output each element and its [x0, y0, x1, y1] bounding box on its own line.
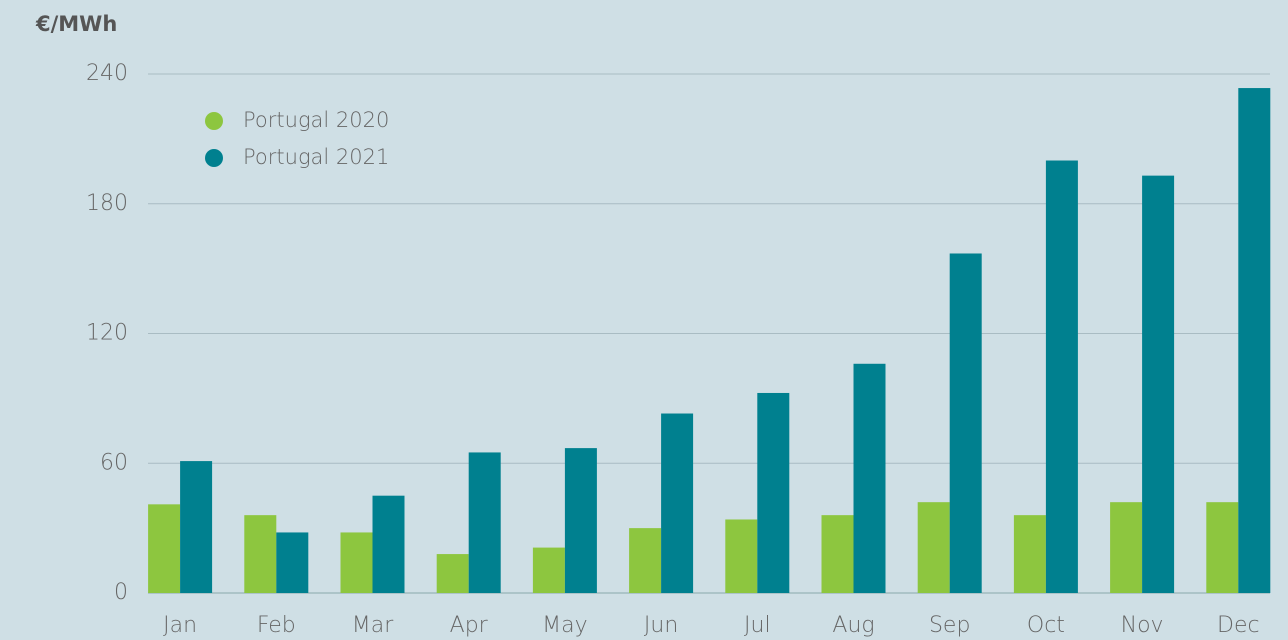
y-tick-label: 180	[86, 191, 128, 216]
bar	[853, 363, 886, 593]
y-tick-label: 120	[86, 321, 128, 346]
y-tick-label: 0	[114, 580, 128, 605]
bar	[532, 547, 565, 593]
x-tick-label: Apr	[450, 613, 489, 638]
bar	[1045, 160, 1078, 593]
legend-marker	[205, 149, 223, 167]
bar	[629, 528, 662, 593]
bar	[1142, 175, 1175, 593]
x-tick-label: Jun	[644, 613, 678, 638]
bar	[949, 253, 982, 594]
bar	[1013, 515, 1046, 593]
legend-label: Portugal 2021	[243, 145, 389, 169]
bar	[148, 504, 181, 593]
legend-marker	[205, 112, 223, 130]
bar	[180, 461, 213, 593]
bar	[372, 495, 405, 593]
x-tick-label: Jul	[744, 613, 771, 638]
bar	[725, 519, 758, 593]
bar	[1110, 502, 1143, 593]
bar	[1238, 88, 1271, 594]
y-tick-label: 240	[86, 61, 128, 86]
bar	[340, 532, 373, 593]
bar	[436, 554, 469, 593]
x-tick-label: Mar	[352, 613, 394, 638]
bar	[276, 532, 309, 593]
x-tick-label: Feb	[257, 613, 296, 638]
bar	[757, 392, 790, 593]
bar	[661, 413, 694, 593]
bar	[468, 452, 501, 593]
x-tick-label: Aug	[832, 613, 874, 638]
bar	[821, 515, 854, 593]
bar	[1206, 502, 1239, 593]
x-tick-label: Oct	[1027, 613, 1065, 638]
x-tick-label: Nov	[1121, 613, 1164, 638]
y-axis-label: €/MWh	[35, 12, 117, 36]
x-tick-label: May	[542, 613, 587, 638]
x-tick-label: Sep	[929, 613, 970, 638]
y-tick-label: 60	[100, 450, 128, 475]
x-tick-label: Dec	[1217, 613, 1260, 638]
legend-label: Portugal 2020	[243, 108, 389, 132]
bar	[564, 448, 597, 593]
x-tick-label: Jan	[163, 613, 197, 638]
bar	[917, 502, 950, 593]
bar	[244, 515, 277, 593]
